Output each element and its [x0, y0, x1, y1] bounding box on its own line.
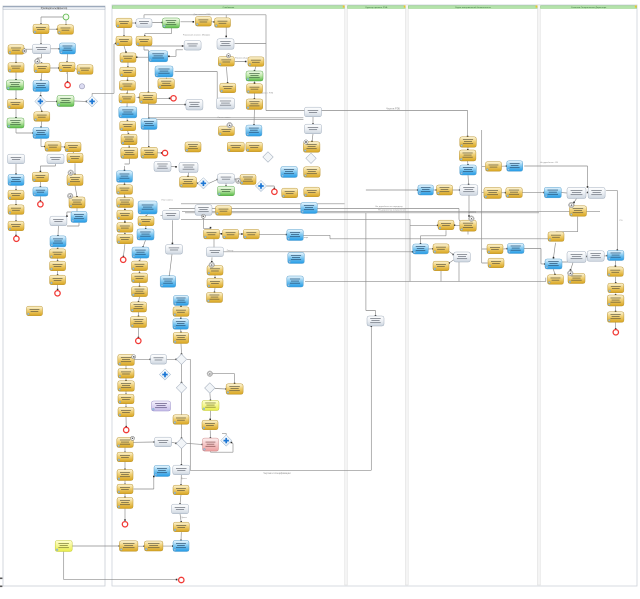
svg-text:Отдел материальной безопасност: Отдел материальной безопасности [455, 6, 492, 9]
svg-text:Далее: Далее [181, 478, 187, 480]
svg-text:Для согласно РЭБ: Для согласно РЭБ [193, 14, 211, 16]
svg-text:Далее: Далее [181, 517, 187, 519]
svg-text:Опыт советы: Опыт советы [217, 117, 231, 119]
svg-text:Не доработка на передачу: Не доработка на передачу [375, 206, 403, 208]
svg-text:Рамочный этапов с Минфин: Рамочный этапов с Минфин [183, 34, 210, 37]
svg-text:Снабжение: Снабжение [223, 7, 235, 9]
svg-text:Этап советы: Этап советы [161, 200, 173, 202]
svg-text:Чертеж и спецификации: Чертеж и спецификации [263, 472, 291, 475]
svg-text:Советник Генерального Директор: Советник Генерального Директора [571, 7, 607, 9]
svg-text:Рамочный догов с РЭБ: Рамочный догов с РЭБ [251, 92, 274, 95]
svg-text:Судфонд: Судфонд [468, 211, 477, 214]
svg-text:Руководитель/Директор: Руководитель/Директор [41, 7, 68, 10]
svg-text:Куратор проекта РЭБ: Куратор проекта РЭБ [365, 7, 387, 9]
svg-text:Реестр: Реестр [227, 250, 234, 252]
svg-text:Не доработка с СВ: Не доработка с СВ [540, 162, 558, 164]
svg-text:Не доработка исправление: Не доработка исправление [378, 210, 407, 212]
svg-text:Чертеж РЭБ: Чертеж РЭБ [386, 107, 400, 110]
svg-text:РЭ: РЭ [620, 220, 623, 222]
